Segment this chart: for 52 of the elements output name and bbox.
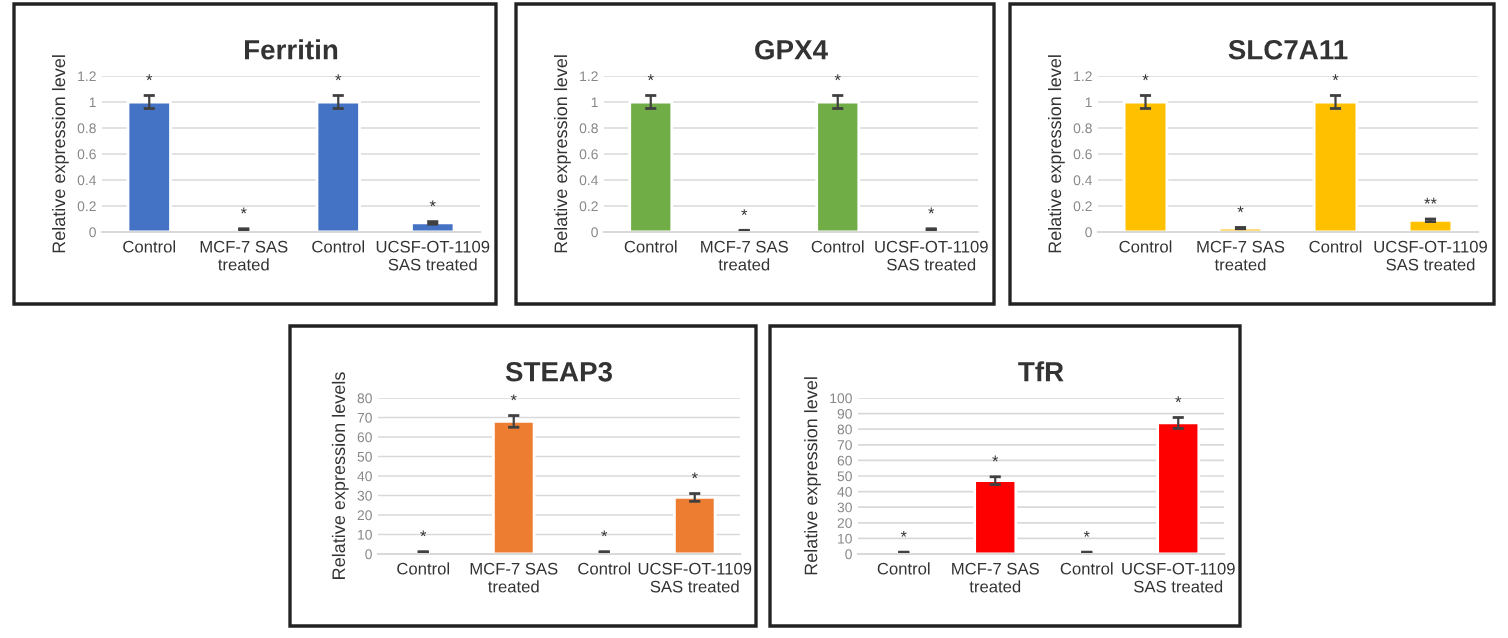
x-tick-label: Control — [397, 562, 449, 575]
x-tick-label: Control — [312, 240, 364, 253]
chart-title: Ferritin — [245, 39, 338, 60]
x-tick-label: UCSF-OT-1109 SAS treated — [1374, 240, 1487, 271]
data-label: * — [146, 74, 153, 81]
x-tick-label: MCF-7 SAS treated — [470, 562, 558, 593]
data-label: * — [647, 74, 654, 81]
x-tick-label: Control — [811, 240, 864, 253]
chart-title: SLC7A11 — [1228, 39, 1348, 60]
y-axis-title: Relative expression level — [1047, 55, 1065, 253]
data-label: * — [1142, 74, 1149, 81]
data-label: * — [1332, 74, 1339, 81]
y-axis-title: Relative expression levels — [331, 372, 349, 579]
x-tick-label: Control — [1060, 562, 1113, 575]
chart-title: STEAP3 — [505, 361, 613, 382]
bar — [1122, 100, 1169, 232]
y-axis-title: Relative expression level — [553, 55, 571, 253]
data-label: * — [1083, 530, 1090, 537]
data-label: ** — [1424, 197, 1437, 204]
x-tick-label: Control — [123, 240, 175, 253]
x-tick-label: MCF-7 SAS treated — [952, 562, 1039, 593]
data-label: * — [335, 74, 342, 81]
x-tick-label: UCSF-OT-1109 SAS treated — [1122, 562, 1235, 593]
chart-title: TfR — [1018, 361, 1064, 382]
bar — [1312, 100, 1359, 232]
x-tick-label: Control — [1309, 240, 1362, 253]
x-tick-label: MCF-7 SAS treated — [200, 240, 288, 271]
x-tick-label: MCF-7 SAS treated — [1197, 240, 1285, 271]
data-label: * — [1175, 396, 1182, 403]
x-tick-label: UCSF-OT-1109 SAS treated — [376, 240, 490, 271]
x-tick-label: MCF-7 SAS treated — [701, 240, 788, 271]
data-label: * — [834, 74, 841, 81]
data-label: * — [691, 472, 698, 479]
data-label: * — [240, 207, 247, 214]
chart-title: GPX4 — [755, 39, 828, 60]
data-label: * — [741, 209, 748, 215]
x-tick-label: Control — [578, 562, 630, 575]
data-label: * — [992, 455, 999, 462]
data-label: * — [928, 207, 935, 214]
x-tick-label: Control — [877, 562, 930, 575]
data-label: * — [429, 200, 436, 207]
x-tick-label: UCSF-OT-1109 SAS treated — [875, 240, 988, 271]
x-tick-label: Control — [624, 240, 677, 253]
x-tick-label: UCSF-OT-1109 SAS treated — [638, 562, 752, 593]
x-tick-label: Control — [1119, 240, 1172, 253]
data-label: * — [601, 530, 608, 537]
data-label: * — [420, 530, 427, 537]
data-label: * — [1237, 206, 1244, 213]
data-label: * — [510, 394, 517, 401]
y-axis-title: Relative expression level — [51, 55, 69, 253]
data-label: * — [900, 530, 907, 537]
y-axis-title: Relative expression level — [804, 377, 821, 575]
